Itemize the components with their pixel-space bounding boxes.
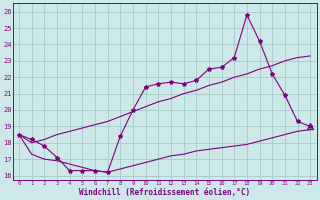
X-axis label: Windchill (Refroidissement éolien,°C): Windchill (Refroidissement éolien,°C) [79, 188, 250, 197]
